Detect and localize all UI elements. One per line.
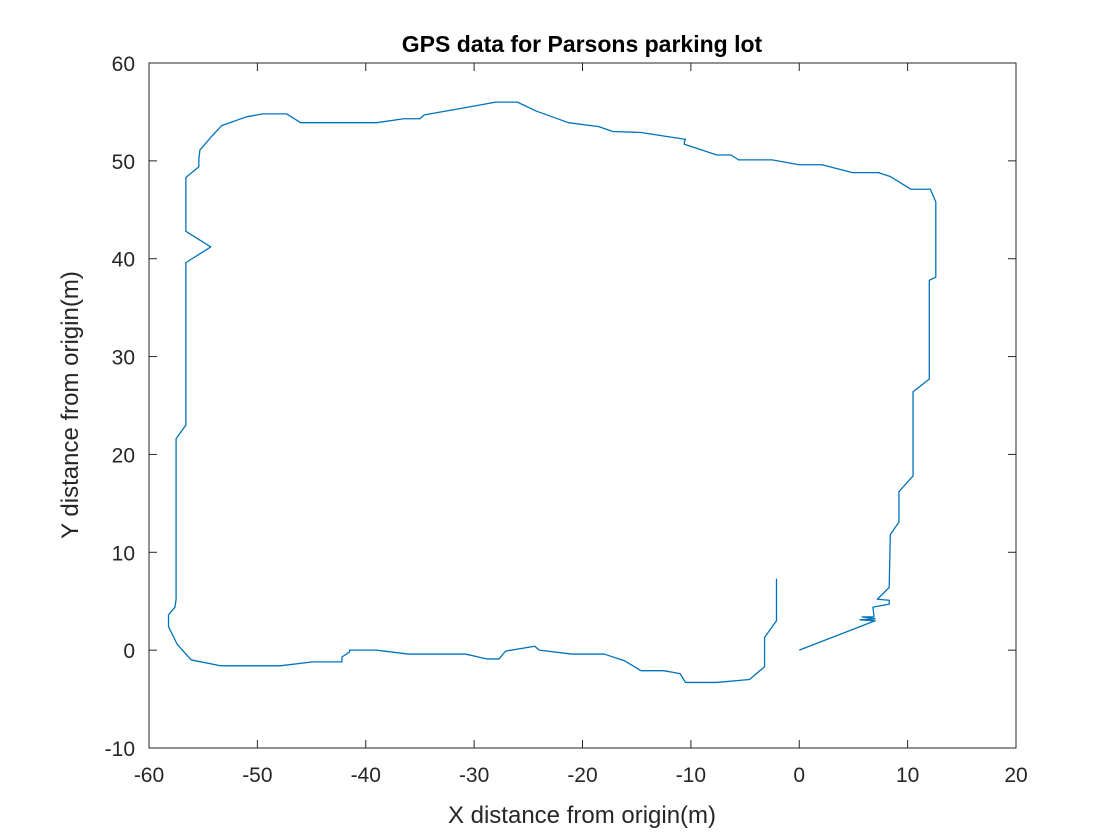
x-tick-label: -60	[134, 764, 164, 787]
y-tick-label: 20	[112, 444, 135, 467]
plot-area	[149, 63, 1016, 748]
y-tick-label: 40	[112, 249, 135, 272]
y-tick-label: 60	[112, 53, 135, 76]
x-tick-label: 0	[793, 764, 805, 787]
chart-title: GPS data for Parsons parking lot	[402, 31, 763, 57]
x-tick-label: -10	[676, 764, 706, 787]
y-tick-label: 30	[112, 347, 135, 370]
y-tick-label: 50	[112, 151, 135, 174]
x-tick-label: -30	[459, 764, 489, 787]
x-tick-label: 10	[896, 764, 919, 787]
x-tick-label: 20	[1004, 764, 1027, 787]
x-axis-title: X distance from origin(m)	[448, 802, 716, 829]
x-tick-label: -50	[242, 764, 272, 787]
y-tick-label: 10	[112, 542, 135, 565]
y-axis-title: Y distance from origin(m)	[57, 271, 84, 539]
y-tick-label: -10	[105, 738, 135, 761]
ticks-layer	[148, 62, 1017, 749]
x-tick-label: -40	[351, 764, 381, 787]
series-line-0	[167, 101, 937, 684]
data-layer	[167, 101, 937, 684]
x-tick-label: -20	[567, 764, 597, 787]
labels-layer: -60 -50 -40 -30 -20 -10 0 10 20 -10 0 10 20 30 40 50 60	[105, 53, 1028, 787]
y-tick-label: 0	[123, 640, 135, 663]
